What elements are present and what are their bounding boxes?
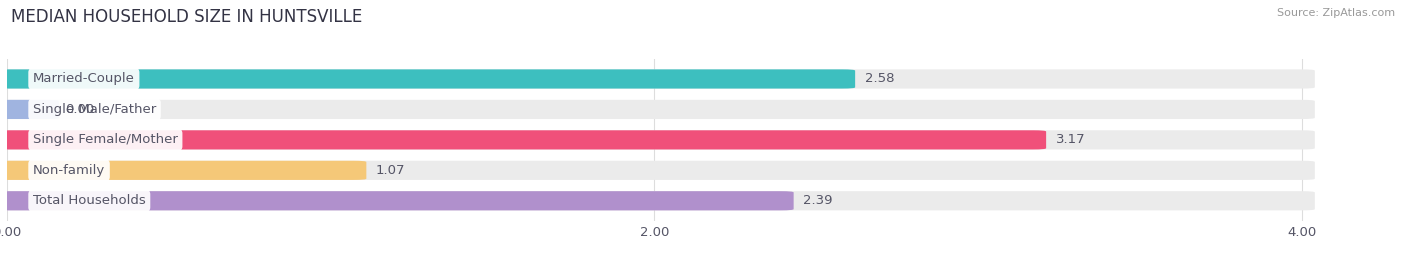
FancyBboxPatch shape [0,130,1046,150]
Text: Total Households: Total Households [32,194,146,207]
Text: Single Male/Father: Single Male/Father [32,103,156,116]
Text: MEDIAN HOUSEHOLD SIZE IN HUNTSVILLE: MEDIAN HOUSEHOLD SIZE IN HUNTSVILLE [11,8,363,26]
FancyBboxPatch shape [0,161,1315,180]
Text: Single Female/Mother: Single Female/Mother [32,133,177,146]
Text: 2.39: 2.39 [803,194,832,207]
Text: Non-family: Non-family [32,164,105,177]
FancyBboxPatch shape [0,161,367,180]
FancyBboxPatch shape [0,130,1315,150]
FancyBboxPatch shape [0,191,1315,210]
Text: 0.00: 0.00 [65,103,94,116]
FancyBboxPatch shape [0,191,793,210]
Text: Married-Couple: Married-Couple [32,72,135,86]
FancyBboxPatch shape [0,100,59,119]
Text: 3.17: 3.17 [1056,133,1085,146]
Text: Source: ZipAtlas.com: Source: ZipAtlas.com [1277,8,1395,18]
Text: 2.58: 2.58 [865,72,894,86]
FancyBboxPatch shape [0,69,1315,89]
FancyBboxPatch shape [0,69,855,89]
Text: 1.07: 1.07 [375,164,405,177]
FancyBboxPatch shape [0,100,1315,119]
